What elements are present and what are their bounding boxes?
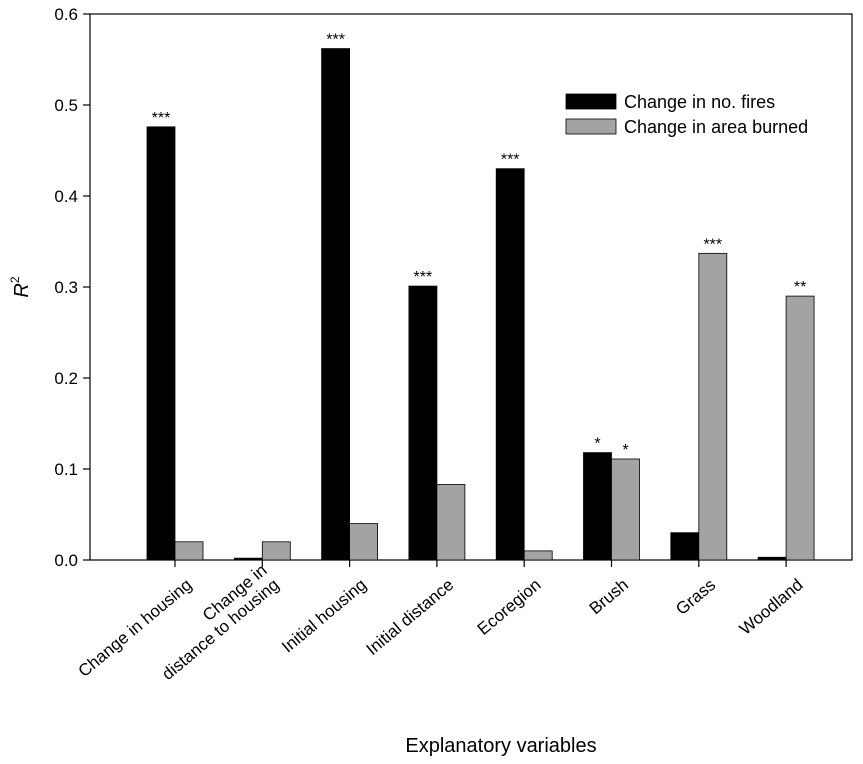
y-axis-title-sup: 2 [8, 276, 22, 283]
x-tick-label: Ecoregion [474, 575, 545, 639]
x-tick-label-line: Woodland [736, 575, 807, 639]
x-tick-label-line: Initial housing [278, 575, 370, 656]
bar-area-burned [261, 541, 291, 561]
bar-area-burned [698, 252, 728, 561]
bar-no-fires [233, 557, 263, 561]
bar-area-burned [174, 541, 204, 561]
y-tick-label: 0.4 [54, 187, 78, 206]
legend-swatch-no-fires [565, 93, 617, 110]
significance-label: *** [326, 32, 345, 49]
x-axis-title: Explanatory variables [405, 735, 596, 757]
significance-label: *** [152, 110, 171, 127]
chart-axes: 0.0 0.1 0.2 0.3 0.4 0.5 0.6 [54, 5, 853, 570]
bar-no-fires [670, 532, 700, 561]
bar-area-burned [611, 458, 640, 561]
x-tick-label-line: Ecoregion [474, 575, 545, 639]
chart-legend: Change in no. fires Change in area burned [565, 92, 808, 137]
x-tick-label-line: Grass [672, 575, 719, 619]
bar-area-burned [349, 523, 379, 561]
y-tick-label: 0.3 [54, 278, 78, 297]
bar-no-fires [146, 126, 176, 561]
legend-label-no-fires: Change in no. fires [624, 92, 775, 112]
y-tick-label: 0.2 [54, 369, 78, 388]
x-tick-label: Brush [586, 575, 632, 618]
significance-label: * [622, 442, 628, 459]
y-axis-title-main: R [11, 283, 33, 297]
y-tick-label: 0.0 [54, 551, 78, 570]
bar-no-fires [495, 168, 525, 561]
y-tick-label: 0.5 [54, 96, 78, 115]
significance-label: *** [501, 152, 520, 169]
significance-label: * [594, 436, 600, 453]
x-tick-label: Grass [672, 575, 719, 619]
x-tick-label: Initial distance [363, 575, 458, 659]
y-tick-label: 0.6 [54, 5, 78, 24]
bar-no-fires [321, 48, 351, 561]
significance-label: ** [794, 279, 806, 296]
legend-label-area-burned: Change in area burned [624, 117, 808, 137]
significance-label: *** [414, 269, 433, 286]
bar-area-burned [785, 295, 815, 561]
x-tick-label: Initial housing [278, 575, 370, 656]
bar-no-fires [408, 285, 438, 561]
y-tick-label: 0.1 [54, 460, 78, 479]
bar-no-fires [757, 556, 787, 561]
bar-area-burned [523, 550, 553, 561]
x-tick-label: Woodland [736, 575, 807, 639]
bar-no-fires [583, 452, 612, 561]
x-tick-label-line: Brush [586, 575, 632, 618]
significance-label: *** [703, 236, 722, 253]
chart-bars [146, 48, 815, 561]
bar-area-burned [436, 484, 466, 561]
y-axis-title: R2 [8, 276, 33, 297]
x-tick-label-line: Initial distance [363, 575, 458, 659]
legend-swatch-area-burned [565, 118, 617, 135]
